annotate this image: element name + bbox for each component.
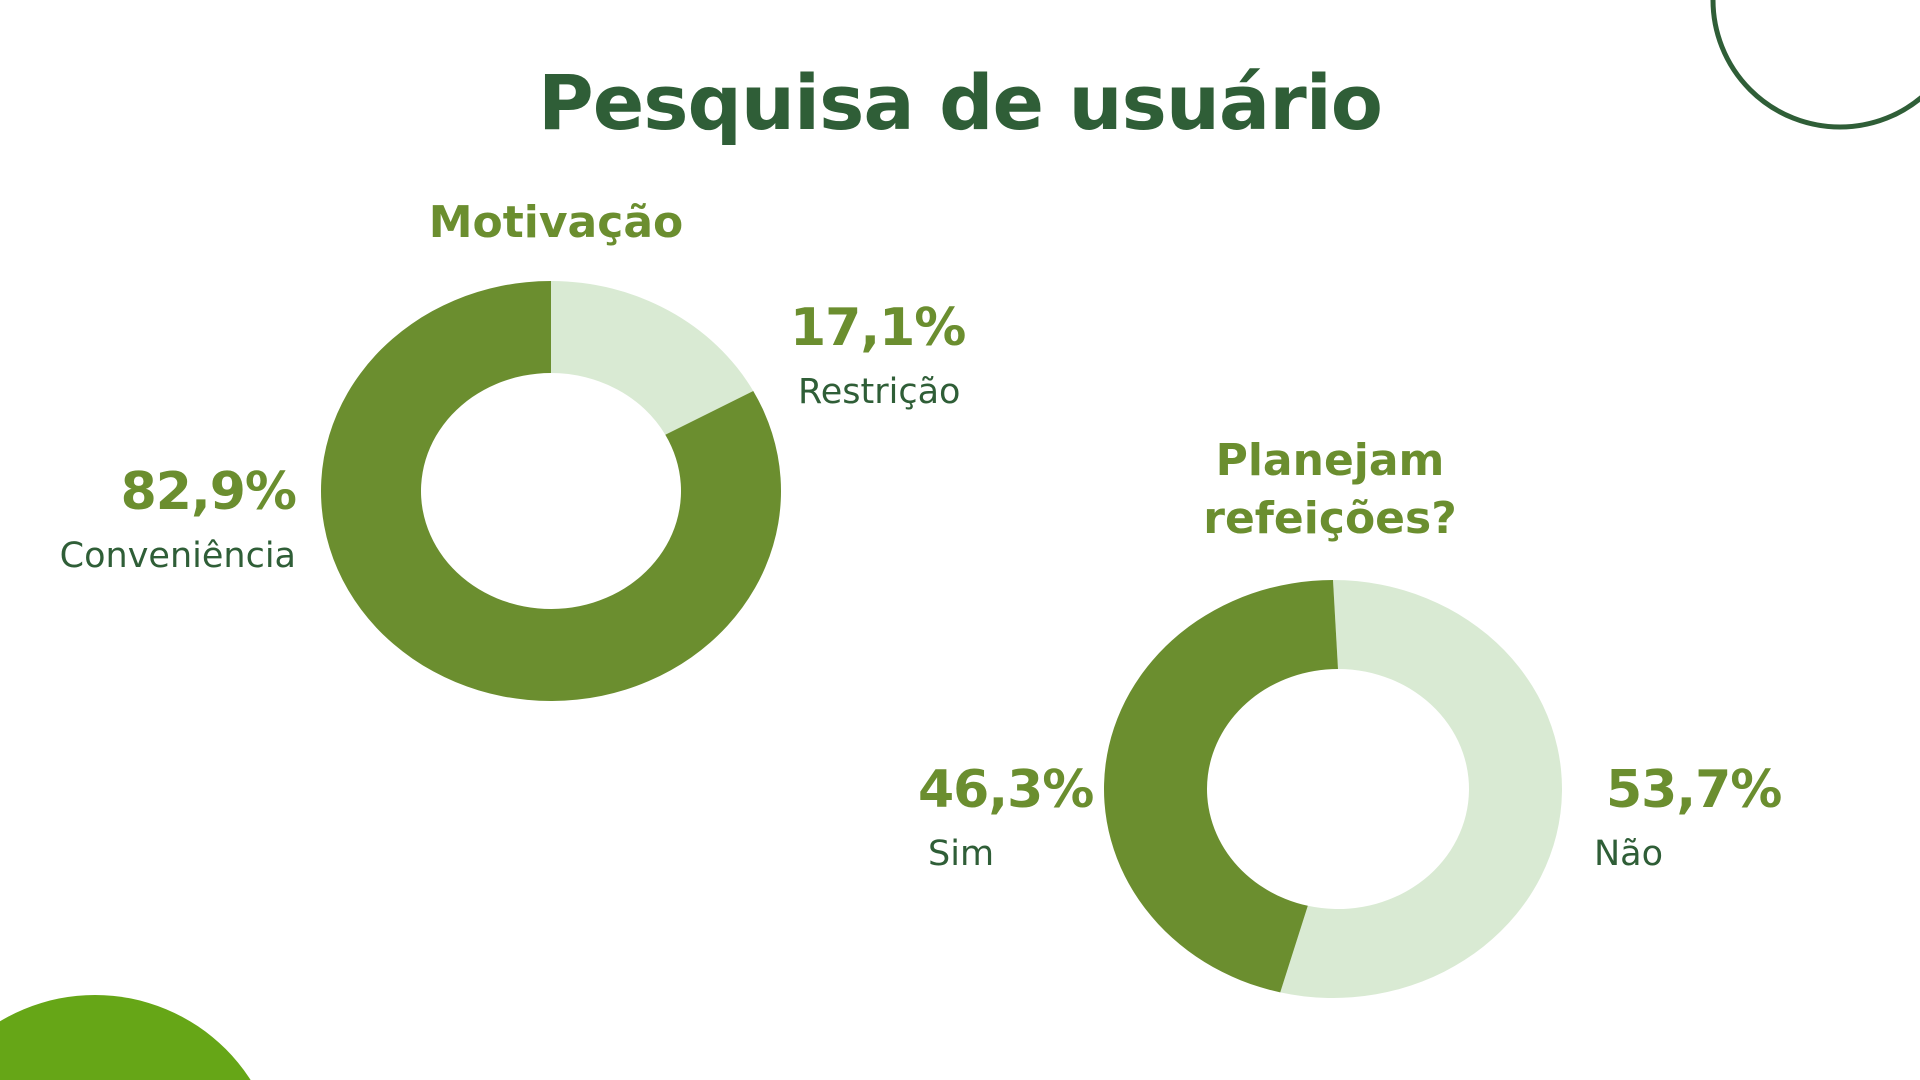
decorative-ring <box>1710 0 1920 130</box>
value-label-restricao: 17,1% <box>790 298 966 358</box>
chart-title-motivacao: Motivação <box>428 197 684 248</box>
chart-title-line-2: refeições? <box>1203 493 1457 545</box>
category-label-sim: Sim <box>928 834 995 874</box>
donut-slice-sim <box>1104 580 1338 993</box>
value-label-nao: 53,7% <box>1606 760 1782 820</box>
category-label-conveniencia: Conveniência <box>59 536 296 576</box>
donut-chart-planejam <box>1104 580 1562 998</box>
category-label-restricao: Restrição <box>798 372 961 412</box>
category-label-nao: Não <box>1594 834 1664 874</box>
donut-slice-nao <box>1280 580 1562 998</box>
donut-slice-restricao <box>551 281 754 435</box>
chart-title-line-1: Planejam <box>1215 435 1445 486</box>
value-label-conveniencia: 82,9% <box>120 462 297 522</box>
value-label-sim: 46,3% <box>918 760 1094 820</box>
page-title: Pesquisa de usuário <box>538 58 1383 147</box>
donut-slice-conveniencia <box>320 281 781 701</box>
chart-title-planejam: Planejam refeições? <box>1160 432 1500 548</box>
donut-chart-motivacao <box>320 281 781 701</box>
decorative-circle <box>0 995 251 1080</box>
